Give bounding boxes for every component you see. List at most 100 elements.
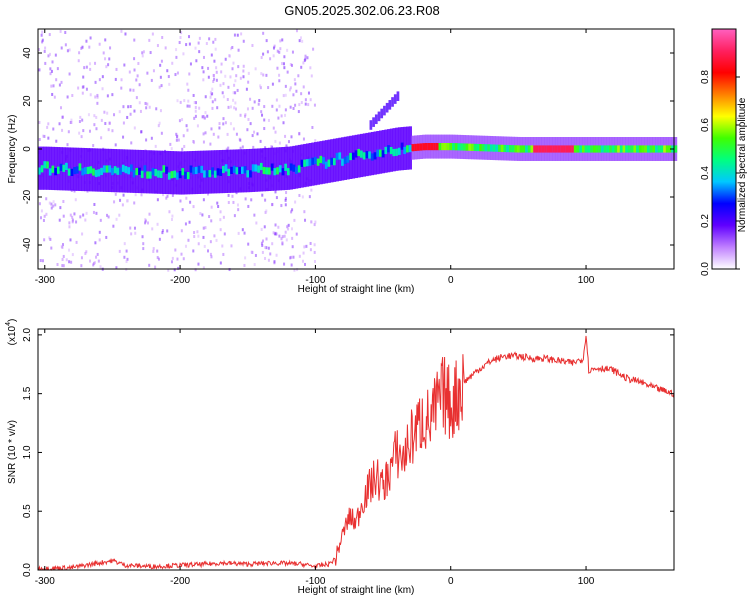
spectrogram-noise-cell [70,260,73,264]
spectrogram-noise-cell [54,203,57,207]
spectrogram-noise-cell [83,66,86,70]
spectrogram-ridge-cell [73,166,77,175]
spectrogram-noise-cell [239,113,242,117]
spectrogram-noise-cell [146,102,149,106]
spectrogram-noise-cell [107,128,110,132]
spectrogram-x-tick-label: 0 [448,275,454,286]
spectrogram-noise-cell [287,140,290,144]
spectrogram-noise-cell [241,145,244,149]
spectrogram-ridge-cell [89,166,93,174]
spectrogram-ridge-cell [40,165,44,173]
spectrogram-noise-cell [244,114,247,118]
spectrogram-noise-cell [232,200,235,204]
spectrogram-noise-cell [129,105,132,109]
spectrogram-noise-cell [207,75,210,79]
spectrogram-noise-cell [154,144,157,148]
spectrogram-noise-cell [237,48,240,52]
spectrogram-ridge-cell [197,165,201,173]
spectrogram-ridge-cell [495,144,499,152]
snr-x-tick-label: 100 [578,576,595,587]
spectrogram-noise-cell [154,265,157,269]
spectrogram-noise-cell [52,84,55,88]
spectrogram-noise-cell [41,40,44,44]
spectrogram-ridge-cell [362,152,366,160]
spectrogram-noise-cell [156,222,159,226]
spectrogram-noise-cell [115,67,118,71]
spectrogram-noise-cell [308,195,311,199]
spectrogram-noise-cell [126,257,129,261]
spectrogram-noise-cell [156,44,159,48]
spectrogram-noise-cell [214,98,217,102]
spectrogram-noise-cell [283,66,286,70]
spectrogram-noise-cell [174,73,177,77]
spectrogram-noise-cell [209,240,212,244]
spectrogram-noise-cell [40,209,43,213]
spectrogram-noise-cell [262,73,265,77]
spectrogram-noise-cell [160,131,163,135]
spectrogram-noise-cell [156,249,159,253]
spectrogram-noise-cell [122,135,125,139]
spectrogram-ridge-cell [576,145,580,153]
spectrogram-noise-cell [194,114,197,118]
spectrogram-noise-cell [147,221,150,225]
spectrogram-ridge-cell [592,145,597,153]
spectrogram-ridge-cell [130,164,134,172]
spectrogram-noise-cell [269,57,272,61]
snr-x-ticks: -300 -200 -100 0 100 [35,329,595,587]
spectrogram-noise-cell [222,117,225,121]
spectrogram-ridge-cell [84,167,88,175]
spectrogram-ridge-cell [663,145,667,153]
spectrogram-noise-cell [118,110,121,114]
spectrogram-ridge-cell [630,145,634,153]
spectrogram-noise-cell [201,115,204,119]
spectrogram-noise-cell [166,69,169,73]
spectrogram-noise-cell [277,116,280,120]
spectrogram-x-ticks: -300 -200 -100 0 100 [35,29,595,286]
spectrogram-noise-cell [233,33,236,37]
spectrogram-ridge-cell [433,143,437,151]
spectrogram-noise-cell [310,220,313,224]
spectrogram-noise-cell [254,253,257,257]
spectrogram-ridge-cell [322,157,326,165]
spectrogram-noise-cell [161,231,164,235]
spectrogram-ridge-cell [249,170,253,178]
spectrogram-ridge-cell [595,145,599,153]
spectrogram-noise-cell [68,248,71,252]
spectrogram-ridge-cell [154,168,158,177]
spectrogram-ridge-cell [657,145,661,153]
spectrogram-noise-cell [43,134,46,138]
snr-x-label: Height of straight line (km) [298,585,415,596]
spectrogram-noise-cell [236,33,239,37]
spectrogram-noise-cell [62,214,65,218]
spectrogram-y-ticks: -40 -20 0 20 40 [22,47,674,252]
spectrogram-noise-cell [275,253,278,257]
spectrogram-noise-cell [291,245,294,249]
spectrogram-noise-cell [89,67,92,71]
spectrogram-noise-cell [85,65,88,69]
spectrogram-noise-cell [264,245,267,249]
spectrogram-noise-cell [244,197,247,201]
spectrogram-noise-cell [126,199,129,203]
spectrogram-noise-cell [284,230,287,234]
spectrogram-ridge-cell [97,169,101,177]
spectrogram-ridge-cell [219,168,223,176]
spectrogram-noise-cell [252,145,255,149]
spectrogram-noise-cell [186,128,189,132]
spectrogram-noise-cell [212,74,215,78]
spectrogram-noise-cell [265,209,268,213]
spectrogram-noise-cell [176,99,179,103]
spectrogram-ridge-cell [392,148,396,157]
spectrogram-ridge-cell [181,168,185,176]
spectrogram-ridge-cell [230,166,234,175]
spectrogram-noise-cell [95,115,98,119]
spectrogram-noise-cell [170,217,173,221]
spectrogram-ridge-cell [138,167,142,175]
spectrogram-ridge-cell [289,163,293,171]
spectrogram-ridge-cell [649,145,653,153]
spectrogram-noise-cell [303,210,306,214]
spectrogram-noise-cell [58,83,61,87]
spectrogram-noise-cell [313,243,316,247]
spectrogram-noise-cell [164,46,167,50]
spectrogram-noise-cell [254,67,257,71]
spectrogram-ridge-cell [349,152,353,161]
